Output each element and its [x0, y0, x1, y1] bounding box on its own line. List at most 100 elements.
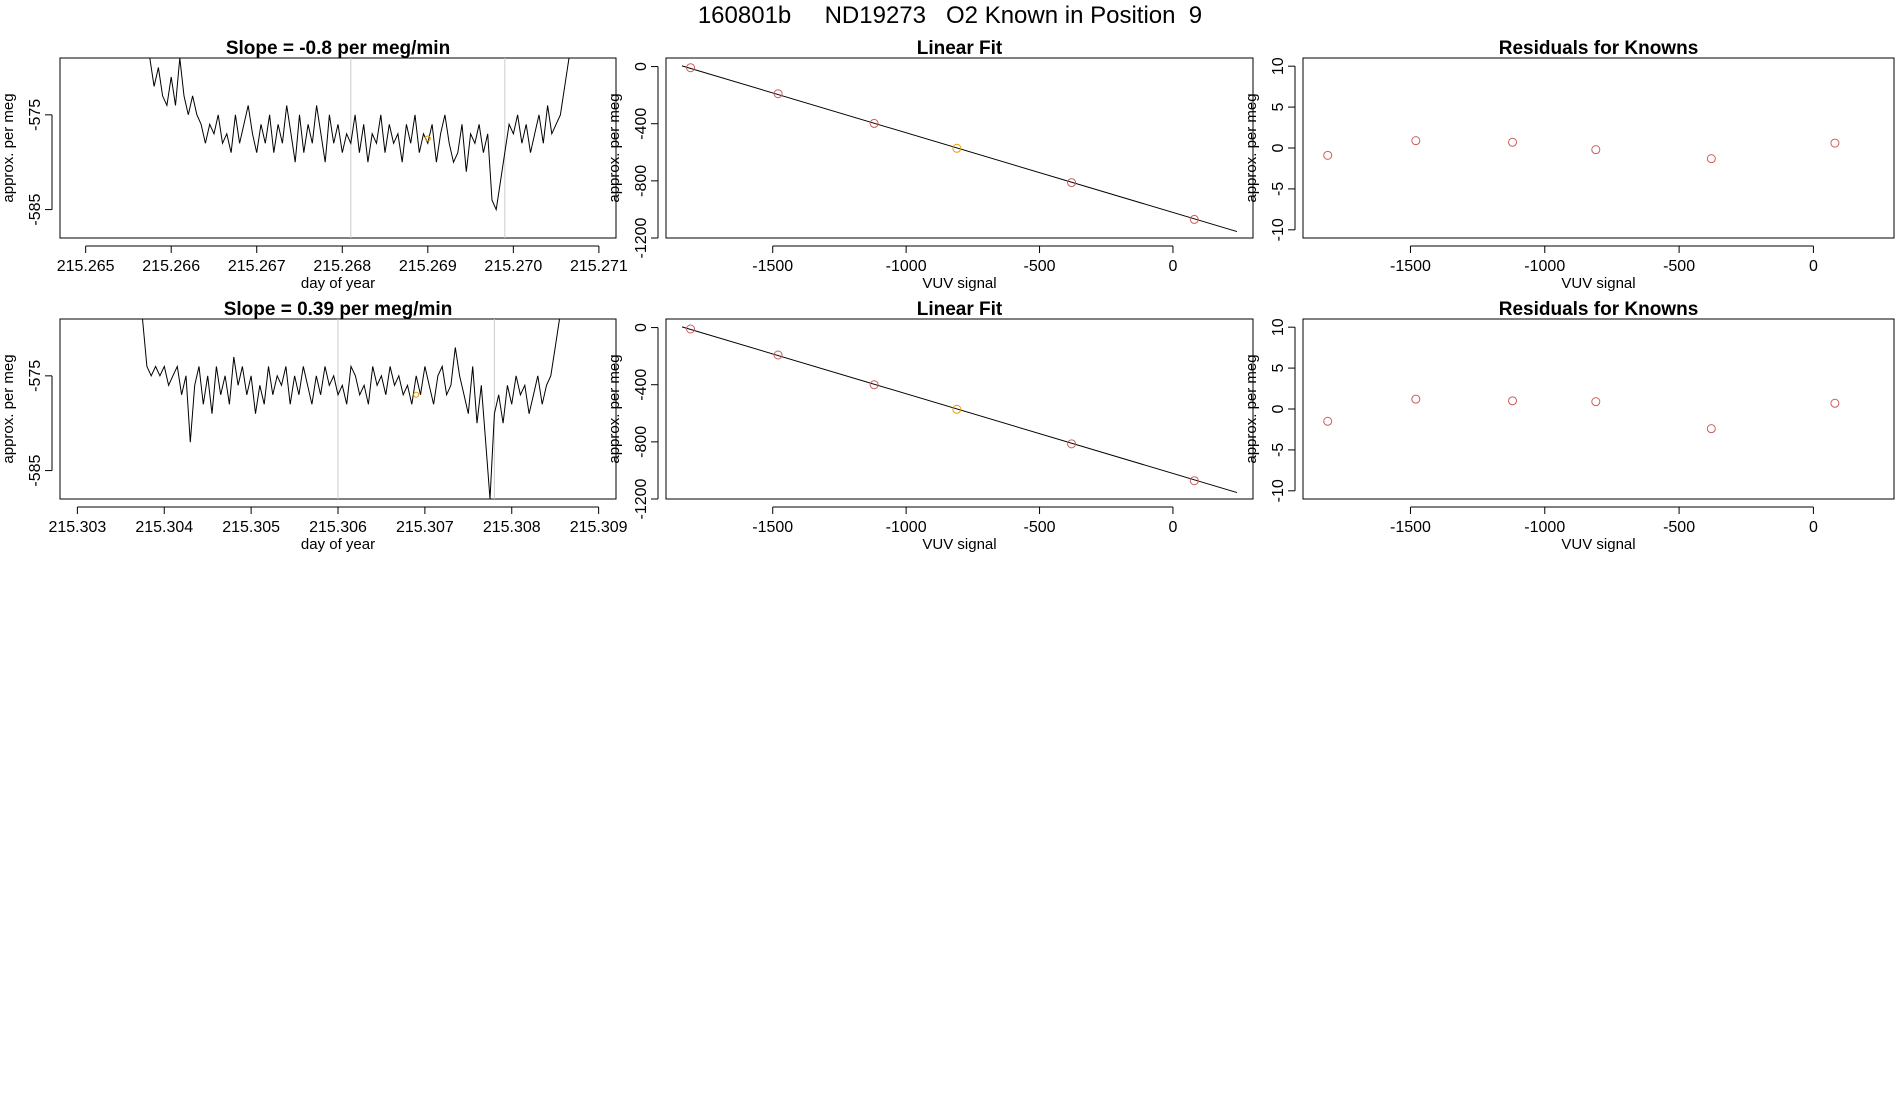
data-point	[1067, 178, 1077, 188]
y-tick-label: -585	[27, 454, 44, 486]
chart-panel-2: Linear Fit -1500 -1000 -500 0 VUV signal 0 -400…	[606, 38, 1254, 292]
y-tick-label: 0	[1270, 404, 1287, 413]
y-tick-label: 10	[1270, 318, 1287, 336]
x-tick-label: 215.305	[222, 519, 280, 536]
x-tick-label: -1500	[752, 519, 793, 536]
chart-title: Linear Fit	[917, 38, 1003, 59]
x-tick-label: 215.269	[399, 258, 457, 275]
y-tick-label: -5	[1270, 443, 1287, 457]
chart-title: Slope = 0.39 per meg/min	[224, 299, 453, 320]
data-point	[1706, 154, 1716, 164]
x-tick-label: 215.271	[570, 258, 628, 275]
y-tick-label: 5	[1270, 364, 1287, 373]
chart-panel-6: Residuals for Knowns -1500 -1000 -500 0 VUV s…	[1243, 299, 1895, 553]
y-tick-label: -585	[27, 193, 44, 225]
data-point	[1706, 424, 1716, 434]
plot-frame	[1302, 57, 1895, 239]
data-point	[1591, 397, 1601, 407]
chart-title: Residuals for Knowns	[1499, 299, 1699, 320]
data-point	[1323, 150, 1333, 160]
x-axis-label: VUV signal	[1561, 275, 1635, 292]
x-tick-label: -1500	[1390, 258, 1431, 275]
y-tick-label: -1200	[633, 217, 650, 258]
y-axis-label: approx. per meg	[0, 354, 17, 463]
y-tick-label: 5	[1270, 103, 1287, 112]
y-tick-label: -10	[1270, 479, 1287, 502]
x-axis-label: VUV signal	[922, 536, 996, 553]
x-tick-label: 215.306	[309, 519, 367, 536]
data-line	[142, 319, 560, 499]
chart-title: Linear Fit	[917, 299, 1003, 320]
data-point	[1067, 439, 1077, 449]
y-tick-label: -10	[1270, 218, 1287, 241]
y-tick-label: -400	[633, 108, 650, 140]
plot-frame	[665, 57, 1254, 239]
data-point	[1830, 138, 1840, 148]
y-tick-label: -800	[633, 165, 650, 197]
y-tick-label: 0	[633, 323, 650, 332]
plot-frame	[1302, 318, 1895, 500]
data-point	[1323, 416, 1333, 426]
x-tick-label: -1000	[1524, 519, 1565, 536]
plot-area	[1323, 394, 1840, 434]
data-point	[1411, 136, 1421, 146]
x-tick-label: -500	[1024, 258, 1056, 275]
plot-area	[681, 63, 1238, 233]
x-axis-label: day of year	[301, 536, 375, 553]
data-point	[1189, 214, 1199, 224]
x-axis-label: VUV signal	[1561, 536, 1635, 553]
y-tick-label: -800	[633, 426, 650, 458]
x-tick-label: 215.304	[135, 519, 193, 536]
data-point	[686, 63, 696, 73]
data-point	[1830, 398, 1840, 408]
x-tick-label: -1000	[886, 258, 927, 275]
plot-area	[142, 319, 560, 499]
x-tick-label: 215.266	[142, 258, 200, 275]
chart-panel-5: Linear Fit -1500 -1000 -500 0 VUV signal 0 -400…	[606, 299, 1254, 553]
highlight-point	[413, 391, 420, 398]
plot-frame	[665, 318, 1254, 500]
y-axis-label: approx. per meg	[1243, 354, 1260, 463]
x-tick-label: 0	[1809, 519, 1818, 536]
x-tick-label: -500	[1024, 519, 1056, 536]
y-axis-label: approx. per meg	[606, 93, 623, 202]
x-tick-label: -500	[1663, 258, 1695, 275]
y-tick-label: -400	[633, 369, 650, 401]
x-tick-label: 215.267	[228, 258, 286, 275]
x-tick-label: -1000	[886, 519, 927, 536]
data-point	[773, 89, 783, 99]
data-point	[686, 324, 696, 334]
data-point	[952, 404, 962, 414]
chart-title: Slope = -0.8 per meg/min	[226, 38, 450, 59]
data-point	[1508, 137, 1518, 147]
y-tick-label: 0	[1270, 143, 1287, 152]
data-point	[869, 118, 879, 128]
y-tick-label: -5	[1270, 182, 1287, 196]
chart-panel-4: Slope = 0.39 per meg/min 215.303 215.304 21…	[0, 299, 628, 553]
x-tick-label: -1000	[1524, 258, 1565, 275]
page-title: 160801b ND19273 O2 Known in Position 9	[697, 2, 1203, 29]
y-axis-label: approx. per meg	[1243, 93, 1260, 202]
x-tick-label: 215.265	[57, 258, 115, 275]
x-tick-label: -500	[1663, 519, 1695, 536]
x-axis-label: VUV signal	[922, 275, 996, 292]
data-point	[1591, 145, 1601, 155]
plot-area	[681, 324, 1238, 494]
highlight-point	[424, 135, 431, 142]
data-point	[869, 380, 879, 390]
chart-panel-1: Slope = -0.8 per meg/min 215.265 215.266 21…	[0, 38, 628, 292]
x-tick-label: 0	[1809, 258, 1818, 275]
x-tick-label: 0	[1169, 258, 1178, 275]
x-tick-label: -1500	[752, 258, 793, 275]
y-tick-label: -1200	[633, 478, 650, 519]
y-axis-label: approx. per meg	[606, 354, 623, 463]
data-line	[149, 58, 570, 212]
fit-line	[681, 65, 1238, 233]
x-tick-label: 215.309	[570, 519, 628, 536]
plot-area	[149, 58, 570, 238]
x-tick-label: 215.268	[313, 258, 371, 275]
data-point	[1411, 394, 1421, 404]
plot-frame	[59, 57, 617, 239]
chart-title: Residuals for Knowns	[1499, 38, 1699, 59]
x-tick-label: -1500	[1390, 519, 1431, 536]
